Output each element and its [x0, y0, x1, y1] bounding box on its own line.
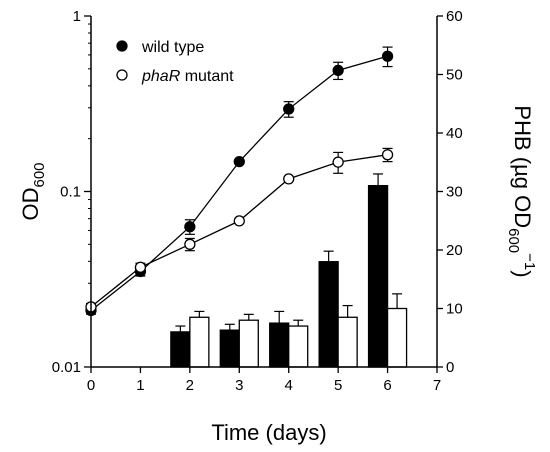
y-right-tick-label: 20: [446, 242, 463, 259]
x-tick-label: 1: [136, 377, 144, 394]
legend: wild type phaR mutant: [116, 39, 234, 85]
phb-bar: [269, 322, 290, 368]
axis-titles: Time (days) OD600 PHB (µg OD600−1): [18, 105, 538, 445]
legend-marker-phar-mutant: [116, 69, 128, 81]
phar-mutant-point: [233, 215, 245, 227]
legend-label-phar-mutant: phaR mutant: [141, 68, 234, 85]
phb-bar: [189, 316, 210, 368]
x-tick-label: 2: [186, 377, 194, 394]
phb-bars: [170, 173, 408, 368]
x-tick-label: 7: [433, 377, 441, 394]
wild-type-point: [332, 64, 344, 77]
od-series-line: [90, 154, 388, 308]
phb-bar: [337, 316, 358, 368]
x-tick-label: 4: [285, 377, 293, 394]
phar-mutant-point: [184, 238, 196, 250]
phar-mutant-point: [134, 261, 147, 273]
x-tick-label: 5: [334, 377, 342, 394]
legend-marker-wild-type: [116, 40, 128, 52]
wild-type-point: [381, 50, 394, 62]
phb-bar: [170, 331, 191, 368]
y-right-tick-label: 60: [446, 8, 463, 25]
y-right-tick-label: 40: [446, 125, 463, 142]
legend-label-wild-type: wild type: [141, 39, 204, 56]
phar-mutant-point: [332, 156, 344, 168]
wild-type-point: [283, 103, 295, 115]
x-tick-label: 0: [87, 377, 95, 394]
y-right-tick-label: 10: [446, 301, 463, 318]
phb-bar: [318, 261, 339, 368]
wild-type-point: [184, 221, 196, 233]
y-right-tick-label: 30: [446, 184, 463, 201]
wild-type-point: [233, 155, 245, 168]
y-left-tick-label: 1: [73, 8, 81, 25]
y-left-axis-title: OD600: [18, 162, 48, 220]
x-tick-label: 6: [383, 377, 391, 394]
y-right-axis-title: PHB (µg OD600−1): [505, 105, 538, 277]
y-right-tick-label: 0: [446, 359, 454, 376]
od-lines: [85, 46, 394, 317]
phar-mutant-point: [283, 173, 295, 185]
phb-bar: [288, 325, 309, 368]
y-left-tick-label: 0.1: [60, 184, 81, 201]
x-tick-label: 3: [235, 377, 243, 394]
y-left-tick-label: 0.01: [52, 359, 81, 376]
phb-bar: [386, 307, 408, 368]
phar-mutant-point: [381, 149, 394, 161]
y-right-tick-label: 50: [446, 67, 463, 84]
x-axis-title: Time (days): [211, 420, 326, 445]
phb-bar: [367, 184, 389, 368]
phb-bar: [238, 319, 259, 368]
phb-bar: [219, 329, 240, 368]
